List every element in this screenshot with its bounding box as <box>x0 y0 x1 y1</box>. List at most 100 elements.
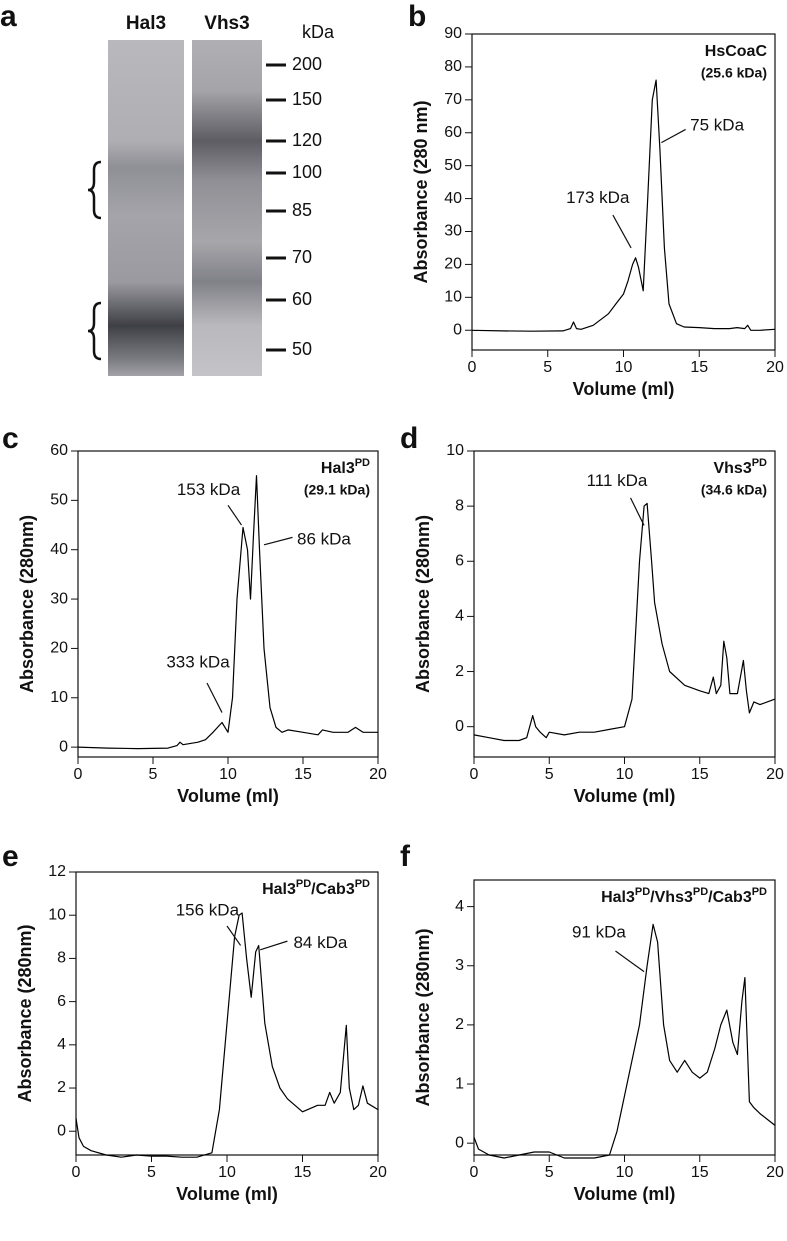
x-tick-label: 5 <box>543 359 552 376</box>
title-part: /Vhs3 <box>650 889 693 906</box>
plot-panel: c 0 5 10 15 20 0 10 20 30 40 50 60 Volume (ml) Absorba… <box>2 422 387 806</box>
y-tick-label: 0 <box>455 1134 464 1151</box>
y-tick-label: 4 <box>57 1036 66 1053</box>
plot-title: Hal3PD <box>321 457 370 477</box>
trace <box>471 79 776 332</box>
x-axis-label: Volume (ml) <box>176 1184 278 1204</box>
title-part: /Cab3 <box>311 881 355 898</box>
y-tick-label: 4 <box>455 898 464 915</box>
annotation-leader <box>263 536 293 546</box>
annotation-leader <box>260 940 288 951</box>
x-axis-label: Volume (ml) <box>574 786 676 806</box>
title-part: PD <box>355 457 370 469</box>
x-tick-label: 20 <box>369 1164 387 1181</box>
panel-letter: f <box>400 840 411 873</box>
panel-letter: a <box>0 0 17 33</box>
y-tick-label: 50 <box>50 492 68 509</box>
x-tick-label: 15 <box>294 766 312 783</box>
y-axis-label: Absorbance (280nm) <box>413 515 433 693</box>
plot-title: Hal3PD/Vhs3PD/Cab3PD <box>601 886 767 906</box>
marker-label: 60 <box>292 289 312 309</box>
trace <box>75 912 379 1158</box>
plot-subtitle: (29.1 kDa) <box>304 482 370 498</box>
annotation: 153 kDa <box>177 480 241 499</box>
title-part: PD <box>752 457 767 469</box>
annotation: 173 kDa <box>566 188 630 207</box>
marker-label: 50 <box>292 339 312 359</box>
x-axis-label: Volume (ml) <box>573 379 675 399</box>
gel-lane <box>108 40 184 376</box>
annotation-leader <box>226 925 242 946</box>
y-tick-label: 10 <box>446 442 464 459</box>
y-tick-label: 4 <box>455 608 464 625</box>
x-tick-label: 20 <box>766 1164 784 1181</box>
brace <box>87 301 102 361</box>
x-tick-label: 10 <box>616 766 634 783</box>
y-tick-label: 2 <box>57 1079 66 1096</box>
plot-panel: f 0 5 10 15 20 0 1 2 3 4 Volume (ml) Absorbance (280… <box>400 840 784 1204</box>
panel-letter: e <box>2 840 19 873</box>
x-tick-label: 5 <box>545 766 554 783</box>
marker-label: 70 <box>292 247 312 267</box>
lane-label: Hal3 <box>126 13 166 34</box>
y-tick-label: 20 <box>50 640 68 657</box>
annotation-leader <box>612 214 632 249</box>
title-part: PD <box>635 886 650 898</box>
y-tick-label: 0 <box>455 718 464 735</box>
title-part: Vhs3 <box>713 460 751 477</box>
annotation: 156 kDa <box>176 900 240 919</box>
y-tick-label: 2 <box>455 1016 464 1033</box>
y-tick-label: 0 <box>59 738 68 755</box>
x-axis-label: Volume (ml) <box>177 786 279 806</box>
title-part: Hal3 <box>601 889 635 906</box>
title-part: PD <box>296 878 311 890</box>
plot-subtitle: (34.6 kDa) <box>701 482 767 498</box>
y-axis-label: Absorbance (280nm) <box>413 928 433 1106</box>
x-tick-label: 10 <box>219 766 237 783</box>
annotation-leader <box>661 128 686 144</box>
annotation-leader <box>629 497 645 526</box>
x-tick-label: 10 <box>615 359 633 376</box>
annotation: 84 kDa <box>293 933 347 952</box>
y-tick-label: 8 <box>455 497 464 514</box>
panel-letter: c <box>2 422 19 455</box>
x-tick-label: 15 <box>294 1164 312 1181</box>
plot-frame <box>473 879 776 1156</box>
x-tick-label: 10 <box>616 1164 634 1181</box>
title-part: PD <box>355 878 370 890</box>
y-tick-label: 6 <box>57 993 66 1010</box>
y-tick-label: 40 <box>50 541 68 558</box>
y-tick-label: 1 <box>455 1075 464 1092</box>
unit-label: kDa <box>302 22 335 42</box>
plot-panel: b 0 5 10 15 20 0 10 20 30 40 50 60 70 80 90 Volume (ml) A… <box>408 0 784 399</box>
plot-panel: e 0 5 10 15 20 0 2 4 6 8 10 12 Volume (ml) Absorbance … <box>2 840 387 1204</box>
x-tick-label: 0 <box>468 359 477 376</box>
x-tick-label: 0 <box>470 766 479 783</box>
annotation: 111 kDa <box>587 471 648 490</box>
plot-title: Vhs3PD <box>713 457 767 477</box>
title-part: Hal3 <box>321 460 355 477</box>
x-tick-label: 5 <box>545 1164 554 1181</box>
brace <box>87 160 102 220</box>
panel-letter: b <box>408 0 426 33</box>
marker-label: 150 <box>292 89 322 109</box>
plot-panel: d 0 5 10 15 20 0 2 4 6 8 10 Volume (ml) Absorbance (2… <box>400 422 784 806</box>
marker-label: 100 <box>292 162 322 182</box>
marker-label: 200 <box>292 54 322 74</box>
marker-label: 120 <box>292 130 322 150</box>
y-tick-label: 60 <box>50 442 68 459</box>
y-tick-label: 10 <box>50 689 68 706</box>
x-tick-label: 15 <box>691 1164 709 1181</box>
x-tick-label: 20 <box>766 359 784 376</box>
y-tick-label: 60 <box>444 124 462 141</box>
gel-lane <box>192 40 262 376</box>
title-part: PD <box>752 886 767 898</box>
gel-panel: a Hal3 Vhs3 kDa <box>0 0 335 376</box>
title-part: HsCoaC <box>705 43 768 60</box>
x-tick-label: 20 <box>766 766 784 783</box>
title-part: /Cab3 <box>708 889 752 906</box>
trace <box>473 923 776 1159</box>
x-tick-label: 0 <box>72 1164 81 1181</box>
plot-title: Hal3PD/Cab3PD <box>262 878 370 898</box>
